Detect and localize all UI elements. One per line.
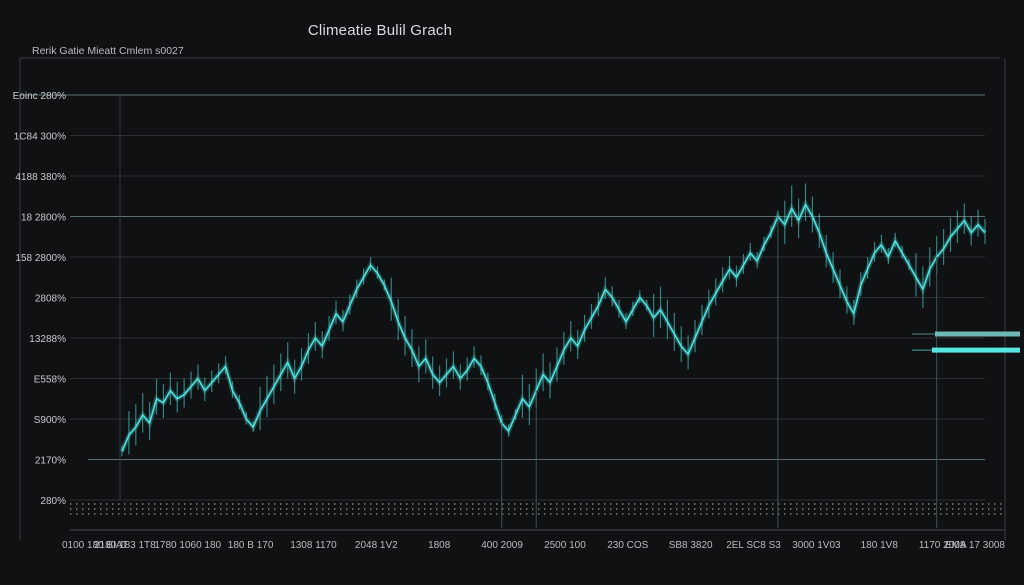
x-tick-label: EMA 17 3008 <box>945 540 1005 551</box>
chart-subtitle: Rerik Gatie Mieatt Cmlem s0027 <box>32 45 184 57</box>
y-tick-label: 280% <box>40 496 66 507</box>
x-tick-label: 2500 100 <box>544 540 586 551</box>
x-tick-label: 180 B 170 <box>228 540 274 551</box>
x-tick-label: 3000 1V03 <box>792 540 841 551</box>
x-tick-label: 1170 2008 <box>919 540 966 551</box>
y-tick-label: 1C84 300% <box>14 132 66 143</box>
x-tick-label: 1308 1170 <box>290 540 337 551</box>
x-tick-label: 400 2009 <box>481 540 523 551</box>
x-tick-label: 1808 <box>428 540 451 551</box>
y-tick-label: 2170% <box>35 456 66 467</box>
y-tick-label: 13288% <box>29 334 66 345</box>
x-tick-label: 230 COS <box>607 540 648 551</box>
y-tick-label: 4188 380% <box>15 172 66 183</box>
chart-title: Climeatie Bulil Grach <box>307 22 453 39</box>
x-tick-label: SB8 3820 <box>669 540 713 551</box>
marker-band <box>935 331 1020 337</box>
y-tick-label: S900% <box>34 415 66 426</box>
series-glow <box>119 198 987 453</box>
y-tick-label: E558% <box>34 375 66 386</box>
x-tick-label: 1780 1060 180 <box>154 540 221 551</box>
y-tick-label: 158 2800% <box>15 253 66 264</box>
marker-band <box>932 347 1020 353</box>
x-tick-label: 2048 1V2 <box>355 540 398 551</box>
y-tick-label: 2808% <box>35 294 66 305</box>
x-tick-label: 180 1V8 <box>861 540 899 551</box>
x-tick-label: 0100 180 BIAT <box>62 540 128 551</box>
x-tick-label: 2180 183 1T8 <box>94 540 156 551</box>
series-line-price <box>121 203 986 452</box>
x-tick-label: 2EL SC8 S3 <box>726 540 781 551</box>
y-tick-label: Eoinc 280% <box>13 91 66 102</box>
y-tick-label: 18 2800% <box>21 213 66 224</box>
